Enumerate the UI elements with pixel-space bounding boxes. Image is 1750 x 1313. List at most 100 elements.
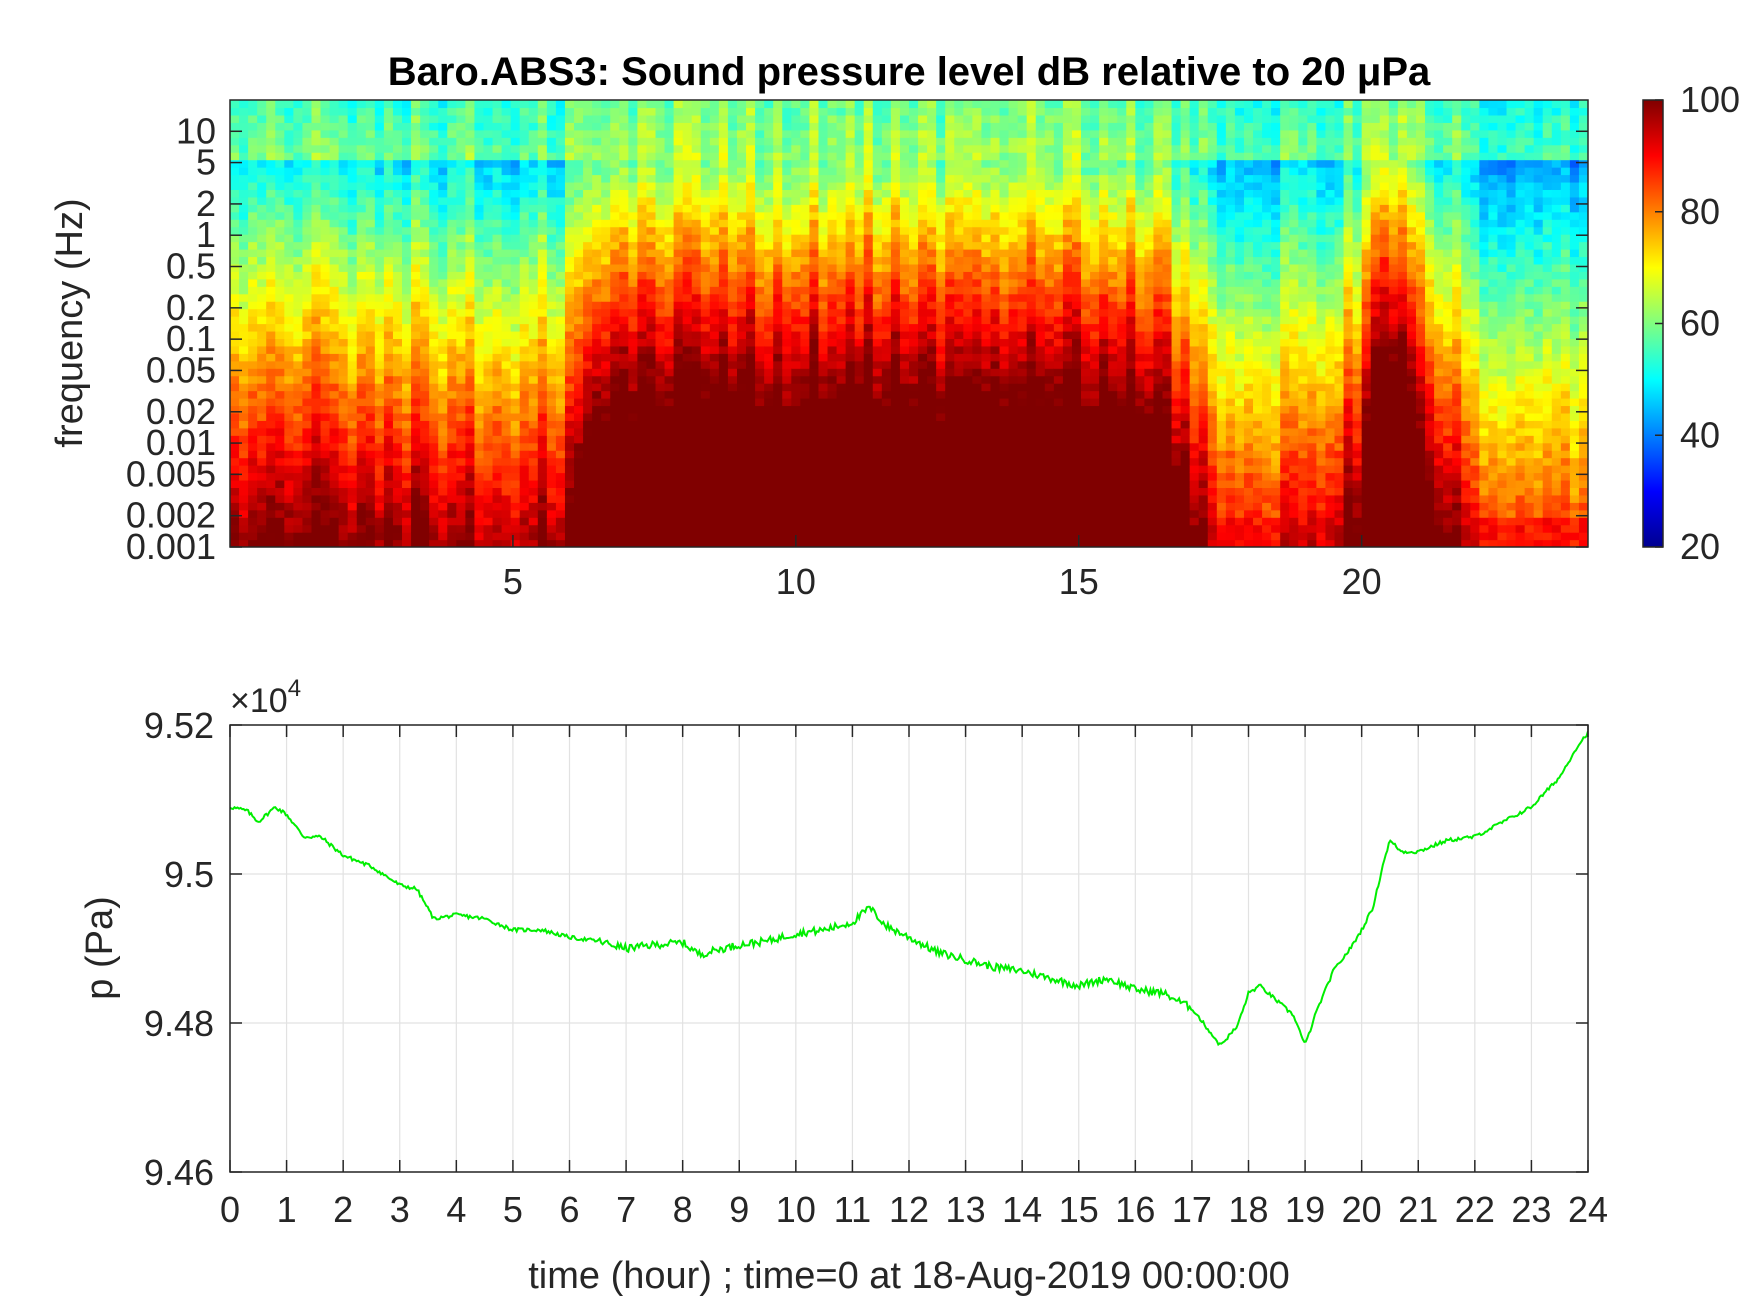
spectrogram-cell <box>727 181 738 190</box>
spectrogram-cell <box>266 383 276 392</box>
spectrogram-cell <box>420 353 430 362</box>
spectrogram-cell <box>909 494 919 503</box>
spectrogram-cell <box>546 293 557 302</box>
spectrogram-cell <box>827 189 838 198</box>
spectrogram-cell <box>945 107 955 116</box>
spectrogram-cell <box>519 412 530 421</box>
spectrogram-cell <box>320 360 331 369</box>
spectrogram-cell <box>465 219 476 228</box>
spectrogram-cell <box>755 234 765 243</box>
spectrogram-cell <box>673 204 684 213</box>
spectrogram-cell <box>275 167 285 176</box>
spectrogram-cell <box>293 390 304 399</box>
spectrogram-cell <box>383 196 394 205</box>
spectrogram-cell <box>809 517 820 526</box>
spectrogram-cell <box>909 308 919 317</box>
spectrogram-cell <box>456 316 466 325</box>
spectrogram-cell <box>691 472 702 481</box>
spectrogram-cell <box>899 293 910 302</box>
spectrogram-cell <box>601 144 611 153</box>
spectrogram-cell <box>809 159 820 168</box>
spectrogram-cell <box>881 219 892 228</box>
spectrogram-cell <box>456 502 466 511</box>
spectrogram-cell <box>709 539 720 547</box>
spectrogram-cell <box>890 427 901 436</box>
spectrogram-cell <box>365 100 376 109</box>
spectrogram-cell <box>872 420 883 429</box>
spectrogram-cell <box>338 152 349 161</box>
spectrogram-cell <box>302 286 313 295</box>
spectrogram-cell <box>429 368 439 377</box>
spectrogram-cell <box>972 152 983 161</box>
spectrogram-cell <box>637 494 648 503</box>
spectrogram-cell <box>438 479 448 488</box>
spectrogram-cell <box>899 398 910 407</box>
spectrogram-cell <box>700 189 711 198</box>
spectrogram-cell <box>682 524 693 533</box>
spectrogram-cell <box>483 450 494 459</box>
spectrogram-cell <box>519 368 530 377</box>
spectrogram-cell <box>528 412 539 421</box>
spectrogram-cell <box>347 286 358 295</box>
spectrogram-cell <box>963 368 973 377</box>
spectrogram-cell <box>963 256 973 265</box>
spectrogram-cell <box>655 412 666 421</box>
spectrogram-cell <box>248 100 258 109</box>
spectrogram-cell <box>275 360 285 369</box>
spectrogram-cell <box>682 234 693 243</box>
spectrogram-cell <box>347 211 358 220</box>
spectrogram-cell <box>646 509 657 518</box>
spectrogram-cell <box>501 271 512 280</box>
spectrogram-cell <box>755 129 765 138</box>
spectrogram-cell <box>800 517 811 526</box>
spectrogram-cell <box>691 390 702 399</box>
spectrogram-cell <box>230 249 240 258</box>
spectrogram-cell <box>863 316 874 325</box>
spectrogram-cell <box>736 442 747 451</box>
spectrogram-cell <box>501 122 512 131</box>
spectrogram-cell <box>782 241 792 250</box>
spectrogram-cell <box>601 174 611 183</box>
spectrogram-cell <box>456 293 466 302</box>
spectrogram-cell <box>909 465 919 474</box>
spectrogram-cell <box>646 494 657 503</box>
spectrogram-cell <box>592 323 602 332</box>
spectrogram-cell <box>583 107 593 116</box>
spectrogram-cell <box>383 532 394 541</box>
spectrogram-cell <box>266 316 276 325</box>
spectrogram-cell <box>456 405 466 414</box>
spectrogram-cell <box>537 293 548 302</box>
spectrogram-cell <box>700 293 711 302</box>
spectrogram-cell <box>356 457 367 466</box>
spectrogram-cell <box>519 442 530 451</box>
spectrogram-cell <box>429 211 439 220</box>
spectrogram-cell <box>365 219 376 228</box>
spectrogram-cell <box>583 286 593 295</box>
spectrogram-cell <box>239 226 249 235</box>
spectrogram-cell <box>954 494 964 503</box>
spectrogram-cell <box>492 256 503 265</box>
spectrogram-cell <box>646 249 657 258</box>
spectrogram-cell <box>918 152 928 161</box>
spectrogram-cell <box>899 487 910 496</box>
spectrogram-cell <box>465 509 476 518</box>
spectrogram-cell <box>610 457 620 466</box>
spectrogram-cell <box>537 472 548 481</box>
spectrogram-cell <box>963 345 973 354</box>
spectrogram-cell <box>619 390 629 399</box>
spectrogram-cell <box>773 465 783 474</box>
spectrogram-cell <box>836 196 847 205</box>
spectrogram-cell <box>528 479 539 488</box>
spectrogram-cell <box>519 450 530 459</box>
spectrogram-cell <box>546 137 557 146</box>
spectrogram-cell <box>610 263 620 272</box>
spectrogram-cell <box>664 420 675 429</box>
spectrogram-cell <box>963 398 973 407</box>
spectrogram-cell <box>818 114 829 123</box>
spectrogram-cell <box>863 353 874 362</box>
spectrogram-cell <box>293 450 304 459</box>
spectrogram-cell <box>356 494 367 503</box>
spectrogram-cell <box>311 122 322 131</box>
spectrogram-cell <box>963 323 973 332</box>
spectrogram-cell <box>854 435 865 444</box>
